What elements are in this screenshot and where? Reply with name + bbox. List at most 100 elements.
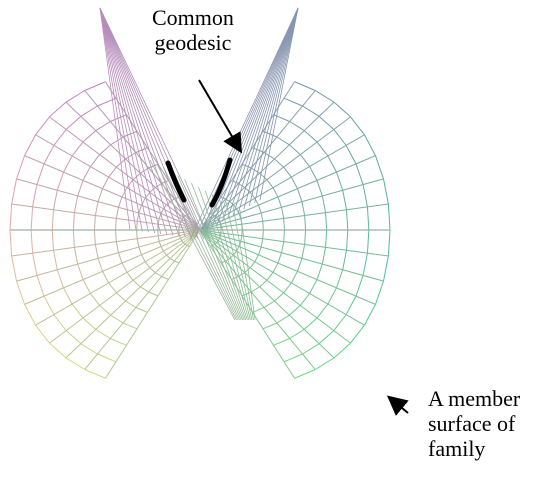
mesh-line — [240, 235, 243, 242]
mesh-line — [32, 253, 38, 276]
mesh-line — [71, 303, 84, 319]
mesh-line — [309, 279, 318, 294]
mesh-line — [274, 158, 284, 168]
mesh-line — [302, 105, 320, 117]
mesh-line — [318, 115, 335, 130]
mesh-line — [117, 252, 123, 264]
mesh-line — [65, 229, 201, 359]
mesh-line — [299, 293, 311, 306]
mesh-line — [169, 257, 175, 262]
mesh-line — [273, 114, 290, 122]
mesh-line — [231, 180, 239, 184]
mesh-line — [333, 314, 347, 331]
mesh-line — [199, 116, 351, 231]
mesh-line — [216, 7, 299, 225]
mesh-line — [99, 7, 180, 237]
mesh-line — [36, 163, 45, 185]
mesh-line — [136, 212, 140, 222]
mesh-line — [138, 246, 142, 255]
mesh-line — [315, 357, 335, 370]
mesh-line — [116, 292, 126, 302]
mesh-line — [290, 176, 298, 189]
mesh-line — [303, 130, 318, 143]
mesh-line — [35, 116, 50, 136]
mesh-line — [243, 7, 299, 210]
mesh-line — [283, 282, 292, 294]
mesh-line — [233, 204, 237, 210]
mesh-line — [56, 269, 65, 289]
mesh-line — [345, 145, 357, 165]
mesh-line — [35, 229, 201, 326]
mesh-line — [24, 229, 201, 305]
mesh-line — [161, 276, 169, 280]
mesh-line — [53, 190, 58, 210]
mesh-line — [321, 195, 327, 213]
mesh-line — [227, 7, 299, 219]
mesh-line — [84, 229, 201, 370]
mesh-line — [274, 292, 284, 302]
mesh-line — [342, 250, 347, 270]
mesh-line — [126, 272, 134, 281]
mesh-line — [32, 184, 38, 207]
mesh-line — [374, 155, 384, 180]
mesh-line — [249, 191, 256, 199]
mesh-line — [160, 246, 164, 252]
mesh-line — [77, 263, 84, 280]
mesh-line — [199, 229, 389, 257]
mesh-line — [199, 229, 335, 359]
mesh-line — [89, 154, 101, 167]
mesh-line — [82, 166, 91, 181]
mesh-line — [333, 101, 351, 118]
mesh-line — [374, 280, 384, 305]
mesh-line — [95, 329, 111, 339]
mesh-line — [105, 229, 201, 379]
mesh-line — [283, 166, 292, 178]
mesh-line — [258, 246, 262, 255]
mesh-line — [241, 291, 252, 297]
mesh-line — [24, 155, 201, 231]
mesh-line — [177, 175, 242, 321]
mesh-line — [36, 275, 45, 297]
mesh-line — [95, 121, 111, 131]
mesh-line — [316, 180, 323, 197]
mesh-line — [99, 144, 111, 155]
mesh-line — [115, 241, 119, 253]
mesh-line — [281, 241, 285, 253]
mesh-line — [238, 7, 299, 213]
mesh-line — [249, 261, 256, 269]
mesh-line — [232, 206, 254, 321]
mesh-line — [49, 229, 201, 344]
mesh-line — [99, 7, 186, 238]
mesh-line — [99, 7, 192, 238]
mesh-line — [363, 134, 376, 156]
mesh-line — [174, 260, 180, 264]
mesh-line — [63, 155, 73, 173]
mesh-line — [11, 255, 17, 282]
mesh-line — [108, 282, 117, 294]
mesh-line — [156, 163, 237, 321]
mesh-line — [155, 183, 162, 188]
member-surface-label: A member surface of family — [428, 386, 520, 461]
mesh-line — [148, 291, 159, 297]
mesh-line — [229, 201, 234, 206]
mesh-line — [327, 287, 337, 305]
mesh-line — [11, 203, 201, 231]
mesh-line — [289, 305, 301, 316]
mesh-line — [259, 279, 268, 288]
mesh-line — [73, 195, 79, 213]
mesh-line — [121, 262, 128, 273]
mesh-line — [99, 7, 162, 234]
mesh-line — [205, 190, 248, 321]
mesh-line — [163, 167, 239, 321]
mesh-line — [294, 81, 316, 91]
mesh-line — [108, 166, 117, 178]
mesh-line — [189, 7, 299, 241]
mesh-line — [231, 276, 239, 280]
mesh-line — [236, 208, 240, 214]
mesh-line — [16, 178, 201, 231]
mesh-line — [49, 342, 67, 359]
mesh-line — [166, 201, 171, 206]
mesh-line — [163, 250, 167, 256]
mesh-line — [30, 229, 34, 254]
mesh-line — [346, 209, 349, 231]
